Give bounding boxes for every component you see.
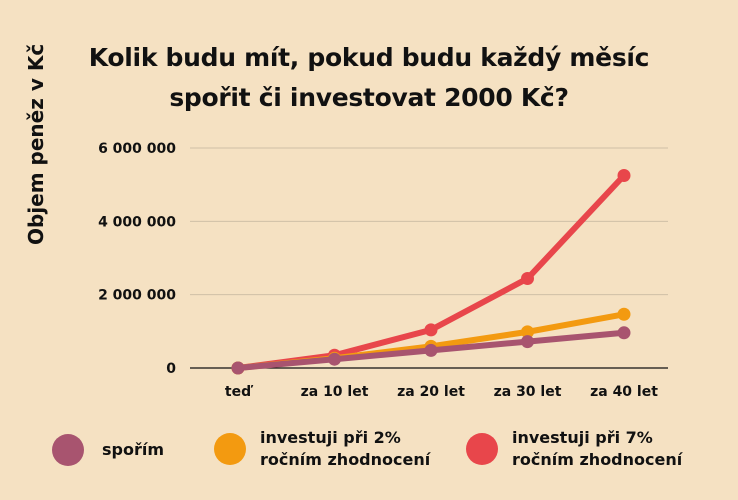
y-tick-label: 0 (166, 361, 176, 377)
legend-label-invest-7-line-2: ročním zhodnocení (512, 450, 683, 469)
data-point (617, 169, 631, 182)
legend-label-sporim: spořím (102, 440, 165, 459)
y-tick-label: 4 000 000 (98, 214, 176, 230)
data-point (617, 326, 631, 340)
legend-label-invest-2: investuji při 2% ročním zhodnocení (260, 427, 450, 471)
y-tick-label: 6 000 000 (98, 141, 176, 157)
chart-title: Kolik budu mít, pokud budu každý měsíc s… (0, 38, 738, 118)
data-point (424, 343, 438, 357)
legend-label-invest-2-line-2: ročním zhodnocení (260, 450, 431, 469)
x-tick-label: za 10 let (301, 384, 369, 400)
legend-swatch-sporim (52, 434, 84, 466)
x-tick-label: za 40 let (590, 384, 658, 400)
x-tick-label: za 20 let (397, 384, 465, 400)
data-point (231, 361, 245, 375)
y-tick-label: 2 000 000 (98, 288, 176, 304)
legend-item-invest-2: investuji při 2% ročním zhodnocení (214, 427, 450, 471)
data-point (328, 352, 341, 366)
legend-swatch-invest-2 (214, 433, 246, 465)
chart-title-line-1: Kolik budu mít, pokud budu každý měsíc (88, 43, 650, 72)
legend-label-invest-7-line-1: investuji při 7% (512, 428, 653, 447)
legend-item-invest-7: investuji při 7% ročním zhodnocení (466, 427, 702, 471)
data-point (521, 272, 534, 286)
data-point (521, 325, 534, 339)
chart-title-line-2: spořit či investovat 2000 Kč? (169, 83, 569, 112)
data-point (521, 335, 534, 349)
data-point (424, 323, 438, 337)
x-tick-label: teď (225, 384, 254, 400)
legend-label-invest-2-line-1: investuji při 2% (260, 428, 401, 447)
x-tick-label: za 30 let (494, 384, 562, 400)
legend-label-invest-7: investuji při 7% ročním zhodnocení (512, 427, 702, 471)
legend-item-sporim: spořím (52, 434, 292, 466)
data-point (617, 307, 631, 321)
legend-swatch-invest-7 (466, 433, 498, 465)
